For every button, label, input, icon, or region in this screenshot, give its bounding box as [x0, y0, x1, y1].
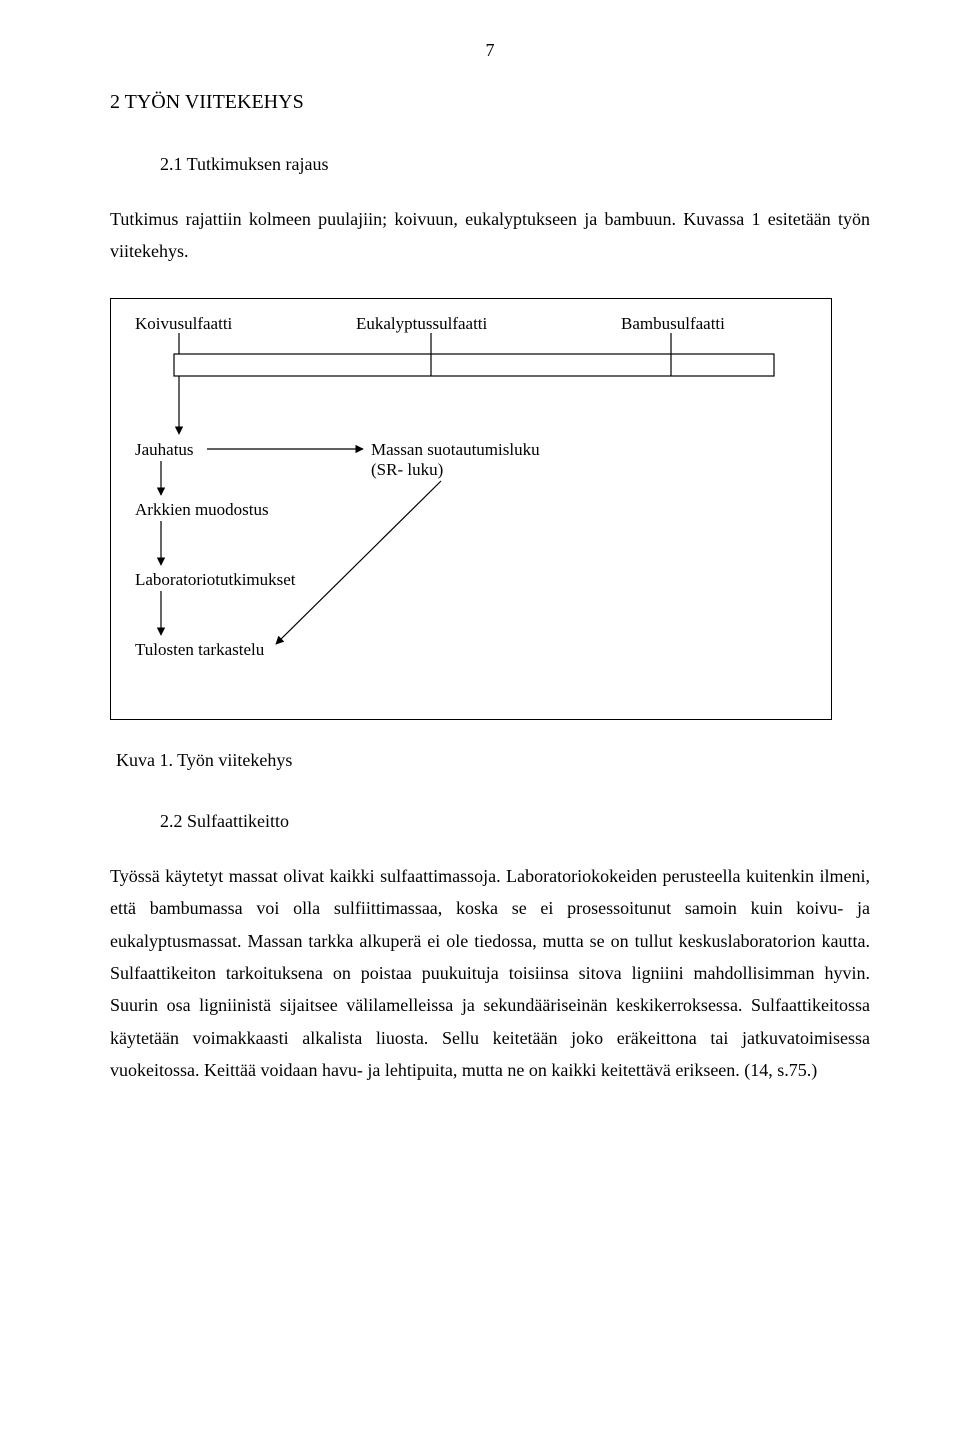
node-jauhatus: Jauhatus [135, 439, 194, 461]
node-bambusulfaatti: Bambusulfaatti [621, 313, 725, 335]
node-koivusulfaatti: Koivusulfaatti [135, 313, 232, 335]
node-sr-line1: Massan suotautumisluku [371, 439, 540, 461]
flowchart-diagram: Koivusulfaatti Eukalyptussulfaatti Bambu… [110, 298, 832, 720]
intro-paragraph: Tutkimus rajattiin kolmeen puulajiin; ko… [110, 203, 870, 268]
heading-main: 2 TYÖN VIITEKEHYS [110, 91, 870, 114]
section-2-2-title: 2.2 Sulfaattikeitto [160, 811, 870, 832]
node-tulosten: Tulosten tarkastelu [135, 639, 264, 661]
figure-caption: Kuva 1. Työn viitekehys [116, 750, 870, 771]
document-page: 7 2 TYÖN VIITEKEHYS 2.1 Tutkimuksen raja… [0, 0, 960, 1177]
node-labtut: Laboratoriotutkimukset [135, 569, 296, 591]
page-number: 7 [110, 40, 870, 61]
node-sr-line2: (SR- luku) [371, 459, 443, 481]
body-2-2: Työssä käytetyt massat olivat kaikki sul… [110, 860, 870, 1087]
node-arkkien: Arkkien muodostus [135, 499, 269, 521]
section-2-1-title: 2.1 Tutkimuksen rajaus [160, 154, 870, 175]
node-eukalyptussulfaatti: Eukalyptussulfaatti [356, 313, 487, 335]
